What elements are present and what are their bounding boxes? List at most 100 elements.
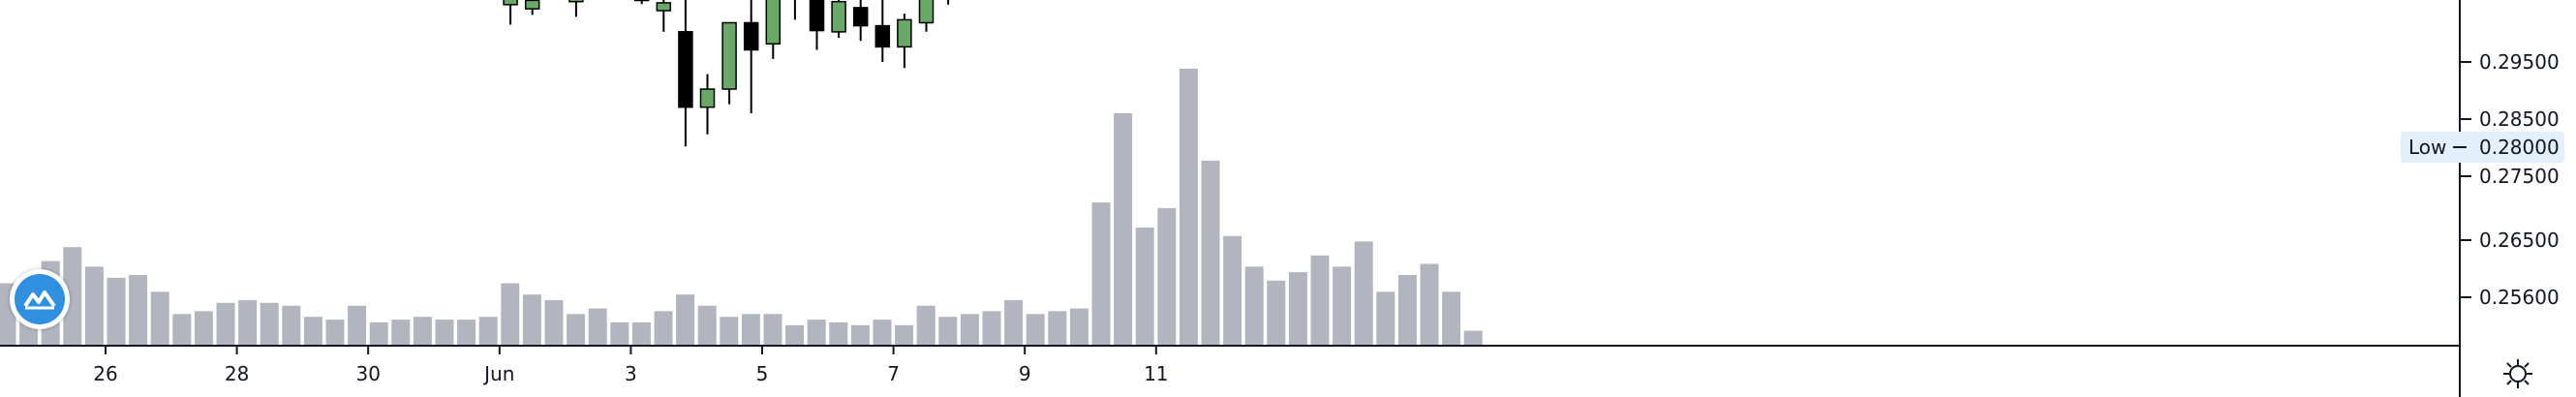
volume-bar xyxy=(1354,241,1373,345)
volume-bar xyxy=(785,324,805,345)
price-axis[interactable]: 0.29500 0.28500 0.27500 0.26500 0.25600 xyxy=(2460,50,2560,309)
candle xyxy=(699,74,716,135)
low-marker-value: 0.28000 xyxy=(2479,136,2560,159)
volume-bar xyxy=(654,311,673,345)
volume-bar xyxy=(1048,311,1067,345)
candle xyxy=(721,21,737,105)
volume-bar xyxy=(303,317,322,345)
time-tick-label: 5 xyxy=(756,362,769,385)
volume-bar xyxy=(807,320,826,345)
volume-bar xyxy=(1267,280,1286,345)
candle xyxy=(852,0,869,42)
volume-bar xyxy=(1333,266,1352,345)
time-tick-label: 7 xyxy=(887,362,900,385)
candle-body-up xyxy=(765,0,782,46)
volume-bar xyxy=(588,308,607,345)
candle-body-up xyxy=(568,0,584,3)
candle xyxy=(874,0,891,62)
volume-bar xyxy=(282,305,301,345)
volume-bars xyxy=(0,68,1483,346)
volume-bar xyxy=(829,322,848,345)
volume-bar xyxy=(369,322,388,345)
volume-bar xyxy=(457,320,476,345)
price-tick: 0.27500 xyxy=(2460,165,2560,188)
time-tick-label: 3 xyxy=(625,362,637,385)
candle-body-down xyxy=(852,7,869,27)
volume-bar xyxy=(1376,291,1395,345)
volume-bar xyxy=(873,320,892,345)
volume-bar xyxy=(478,317,498,345)
volume-bar xyxy=(1420,263,1439,345)
time-tick-label: 11 xyxy=(1144,362,1168,385)
volume-bar xyxy=(1442,291,1461,345)
volume-bar xyxy=(1069,308,1089,345)
volume-bar xyxy=(435,320,454,345)
low-price-marker: Low 0.28000 xyxy=(2401,132,2564,163)
volume-bar xyxy=(697,305,717,345)
volume-bar xyxy=(84,266,104,345)
candle xyxy=(918,0,935,32)
price-tick: 0.25600 xyxy=(2460,286,2560,309)
volume-bar xyxy=(741,314,760,345)
volume-bar xyxy=(1223,235,1242,345)
candle xyxy=(503,0,518,25)
candle xyxy=(947,0,950,5)
time-axis[interactable]: 26 28 30 Jun 3 5 7 9 11 xyxy=(93,346,1169,385)
candle xyxy=(809,0,825,50)
candle-body-up xyxy=(721,21,737,90)
volume-bar xyxy=(107,277,126,345)
time-tick-label: 30 xyxy=(355,362,380,385)
candle xyxy=(678,0,693,147)
price-tick-label: 0.26500 xyxy=(2479,229,2560,252)
volume-bar xyxy=(895,324,914,345)
candle-body-up xyxy=(503,0,518,6)
volume-bar xyxy=(567,314,586,345)
candle-body-up xyxy=(699,88,716,108)
volume-bar xyxy=(982,311,1001,345)
volume-bar xyxy=(1310,255,1330,345)
volume-bar xyxy=(850,324,870,345)
candle xyxy=(524,0,540,15)
price-tick-label: 0.25600 xyxy=(2479,286,2560,309)
volume-bar xyxy=(938,317,958,345)
tradingview-logo-icon xyxy=(15,274,65,324)
candle xyxy=(897,14,912,69)
candle-body-down xyxy=(633,0,650,2)
candle xyxy=(831,0,846,39)
candle-body-up xyxy=(656,2,672,12)
volume-bar xyxy=(676,294,695,345)
volume-bar xyxy=(1201,160,1220,345)
time-tick-label: 26 xyxy=(93,362,117,385)
price-tick-label: 0.29500 xyxy=(2479,50,2560,74)
volume-bar xyxy=(522,294,541,345)
candle-body-up xyxy=(918,0,935,24)
candle-body-down xyxy=(809,0,825,32)
volume-bar xyxy=(1157,207,1177,345)
volume-bar xyxy=(1091,202,1111,345)
volume-bar xyxy=(501,283,520,345)
volume-bar xyxy=(1244,266,1264,345)
volume-bar xyxy=(544,299,564,345)
volume-bar xyxy=(631,322,651,345)
volume-bar xyxy=(1026,314,1045,345)
volume-bar xyxy=(763,314,782,345)
volume-bar xyxy=(194,311,213,345)
gear-icon xyxy=(2503,359,2532,388)
candlesticks xyxy=(503,0,950,147)
candle xyxy=(793,0,796,20)
volume-bar xyxy=(129,275,148,345)
volume-bar xyxy=(63,247,82,345)
candle-body-down xyxy=(874,24,891,48)
candle-body-down xyxy=(678,31,693,108)
price-tick: 0.26500 xyxy=(2460,229,2560,252)
volume-bar xyxy=(610,322,629,345)
chart-settings-button[interactable] xyxy=(2499,354,2537,393)
volume-bar xyxy=(1114,113,1133,345)
volume-bar xyxy=(325,320,345,345)
time-tick-label: 9 xyxy=(1019,362,1031,385)
price-tick: 0.28500 xyxy=(2460,107,2560,131)
tradingview-logo-button[interactable] xyxy=(10,269,70,329)
volume-bar xyxy=(916,305,935,345)
